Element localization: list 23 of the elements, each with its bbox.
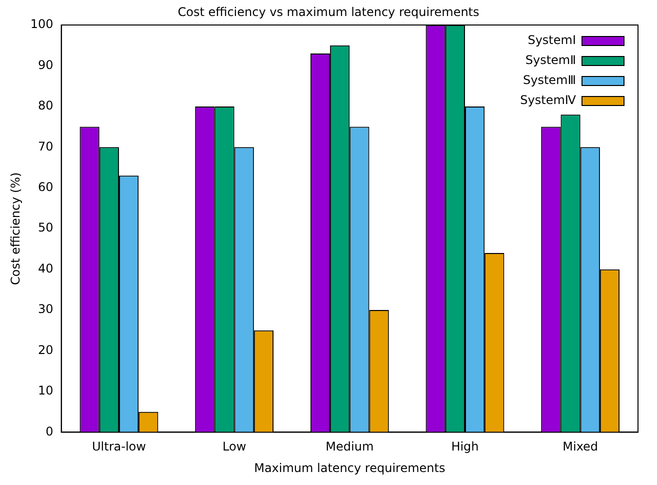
x-tick-label: Low [222, 440, 246, 454]
y-tick-label: 80 [38, 98, 54, 113]
y-tick-label: 0 [46, 424, 54, 438]
y-tick-label: 90 [38, 58, 54, 72]
x-tick-label: Ultra-low [92, 440, 146, 454]
y-tick-label: 30 [38, 302, 54, 316]
legend-label: SystemⅢ [522, 73, 576, 88]
legend-label: SystemⅡ [525, 53, 576, 68]
x-tick-label: High [451, 440, 479, 454]
y-tick-label: 20 [38, 342, 54, 357]
y-tick-label: 70 [38, 139, 54, 154]
legend-label: SystemⅠ [528, 33, 576, 48]
x-tick-label: Mixed [562, 440, 598, 454]
chart-title: Cost efficiency vs maximum latency requirements [176, 5, 480, 19]
y-axis-title: Cost efficiency (%) [8, 172, 22, 285]
legend-label: SystemⅣ [520, 93, 576, 108]
x-tick-label: Medium [326, 440, 374, 454]
x-axis-title: Maximum latency requirements [254, 460, 446, 475]
y-tick-label: 60 [38, 180, 54, 194]
y-tick-label: 10 [38, 384, 54, 398]
y-tick-label: 50 [38, 220, 54, 235]
y-tick-label: 40 [38, 261, 54, 276]
y-tick-label: 100 [30, 17, 54, 32]
